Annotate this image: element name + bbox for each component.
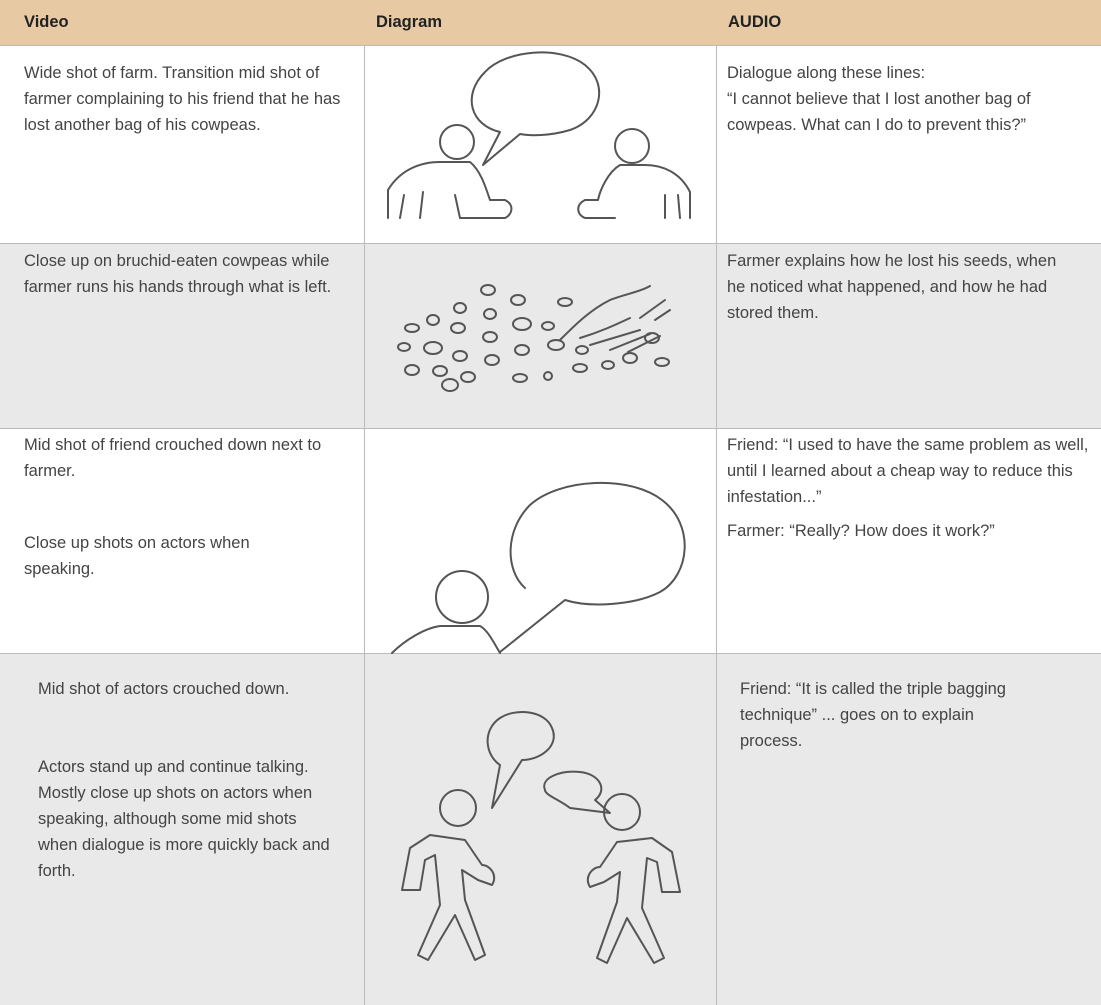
- row-background: [0, 653, 1101, 1005]
- audio-cell: Friend: “I used to have the same problem…: [727, 432, 1101, 544]
- video-cell: Mid shot of friend crouched down next to…: [24, 432, 334, 582]
- audio-text: Dialogue along these lines:: [727, 64, 926, 82]
- video-cell: Mid shot of actors crouched down. Actors…: [38, 676, 338, 884]
- column-border: [716, 45, 717, 1005]
- diagram-crouched-friend: [391, 481, 686, 654]
- video-text: Close up on bruchid-eaten cowpeas while …: [24, 252, 332, 296]
- video-text: Mid shot of friend crouched down next to…: [24, 436, 322, 480]
- row-border: [0, 428, 1101, 429]
- video-text: Actors stand up and continue talking. Mo…: [38, 758, 330, 880]
- row-border: [0, 653, 1101, 654]
- header-cell: Video: [0, 0, 364, 45]
- header-cell: Diagram: [364, 0, 716, 45]
- video-text: Mid shot of actors crouched down.: [38, 680, 290, 698]
- diagram-seeds-and-hand: [397, 284, 671, 392]
- column-border: [364, 45, 365, 1005]
- audio-cell: Farmer explains how he lost his seeds, w…: [727, 248, 1072, 326]
- audio-text: “I cannot believe that I lost another ba…: [727, 90, 1031, 134]
- diagram-two-people-standing: [401, 711, 681, 964]
- audio-text: Farmer explains how he lost his seeds, w…: [727, 252, 1057, 322]
- row-background: [0, 243, 1101, 428]
- video-text: Wide shot of farm. Transition mid shot o…: [24, 64, 341, 134]
- diagram-two-people-talking: [387, 51, 691, 219]
- row-border: [0, 45, 1101, 46]
- audio-text: Farmer: “Really? How does it work?”: [727, 522, 995, 540]
- audio-cell: Friend: “It is called the triple bagging…: [740, 676, 1025, 754]
- video-text: Close up shots on actors when speaking.: [24, 534, 250, 578]
- audio-text: Friend: “I used to have the same problem…: [727, 436, 1089, 506]
- video-cell: Close up on bruchid-eaten cowpeas while …: [24, 248, 364, 300]
- video-cell: Wide shot of farm. Transition mid shot o…: [24, 60, 349, 138]
- header-cell: AUDIO: [716, 0, 1101, 45]
- audio-cell: Dialogue along these lines: “I cannot be…: [727, 60, 1057, 138]
- audio-text: Friend: “It is called the triple bagging…: [740, 680, 1006, 750]
- row-border: [0, 243, 1101, 244]
